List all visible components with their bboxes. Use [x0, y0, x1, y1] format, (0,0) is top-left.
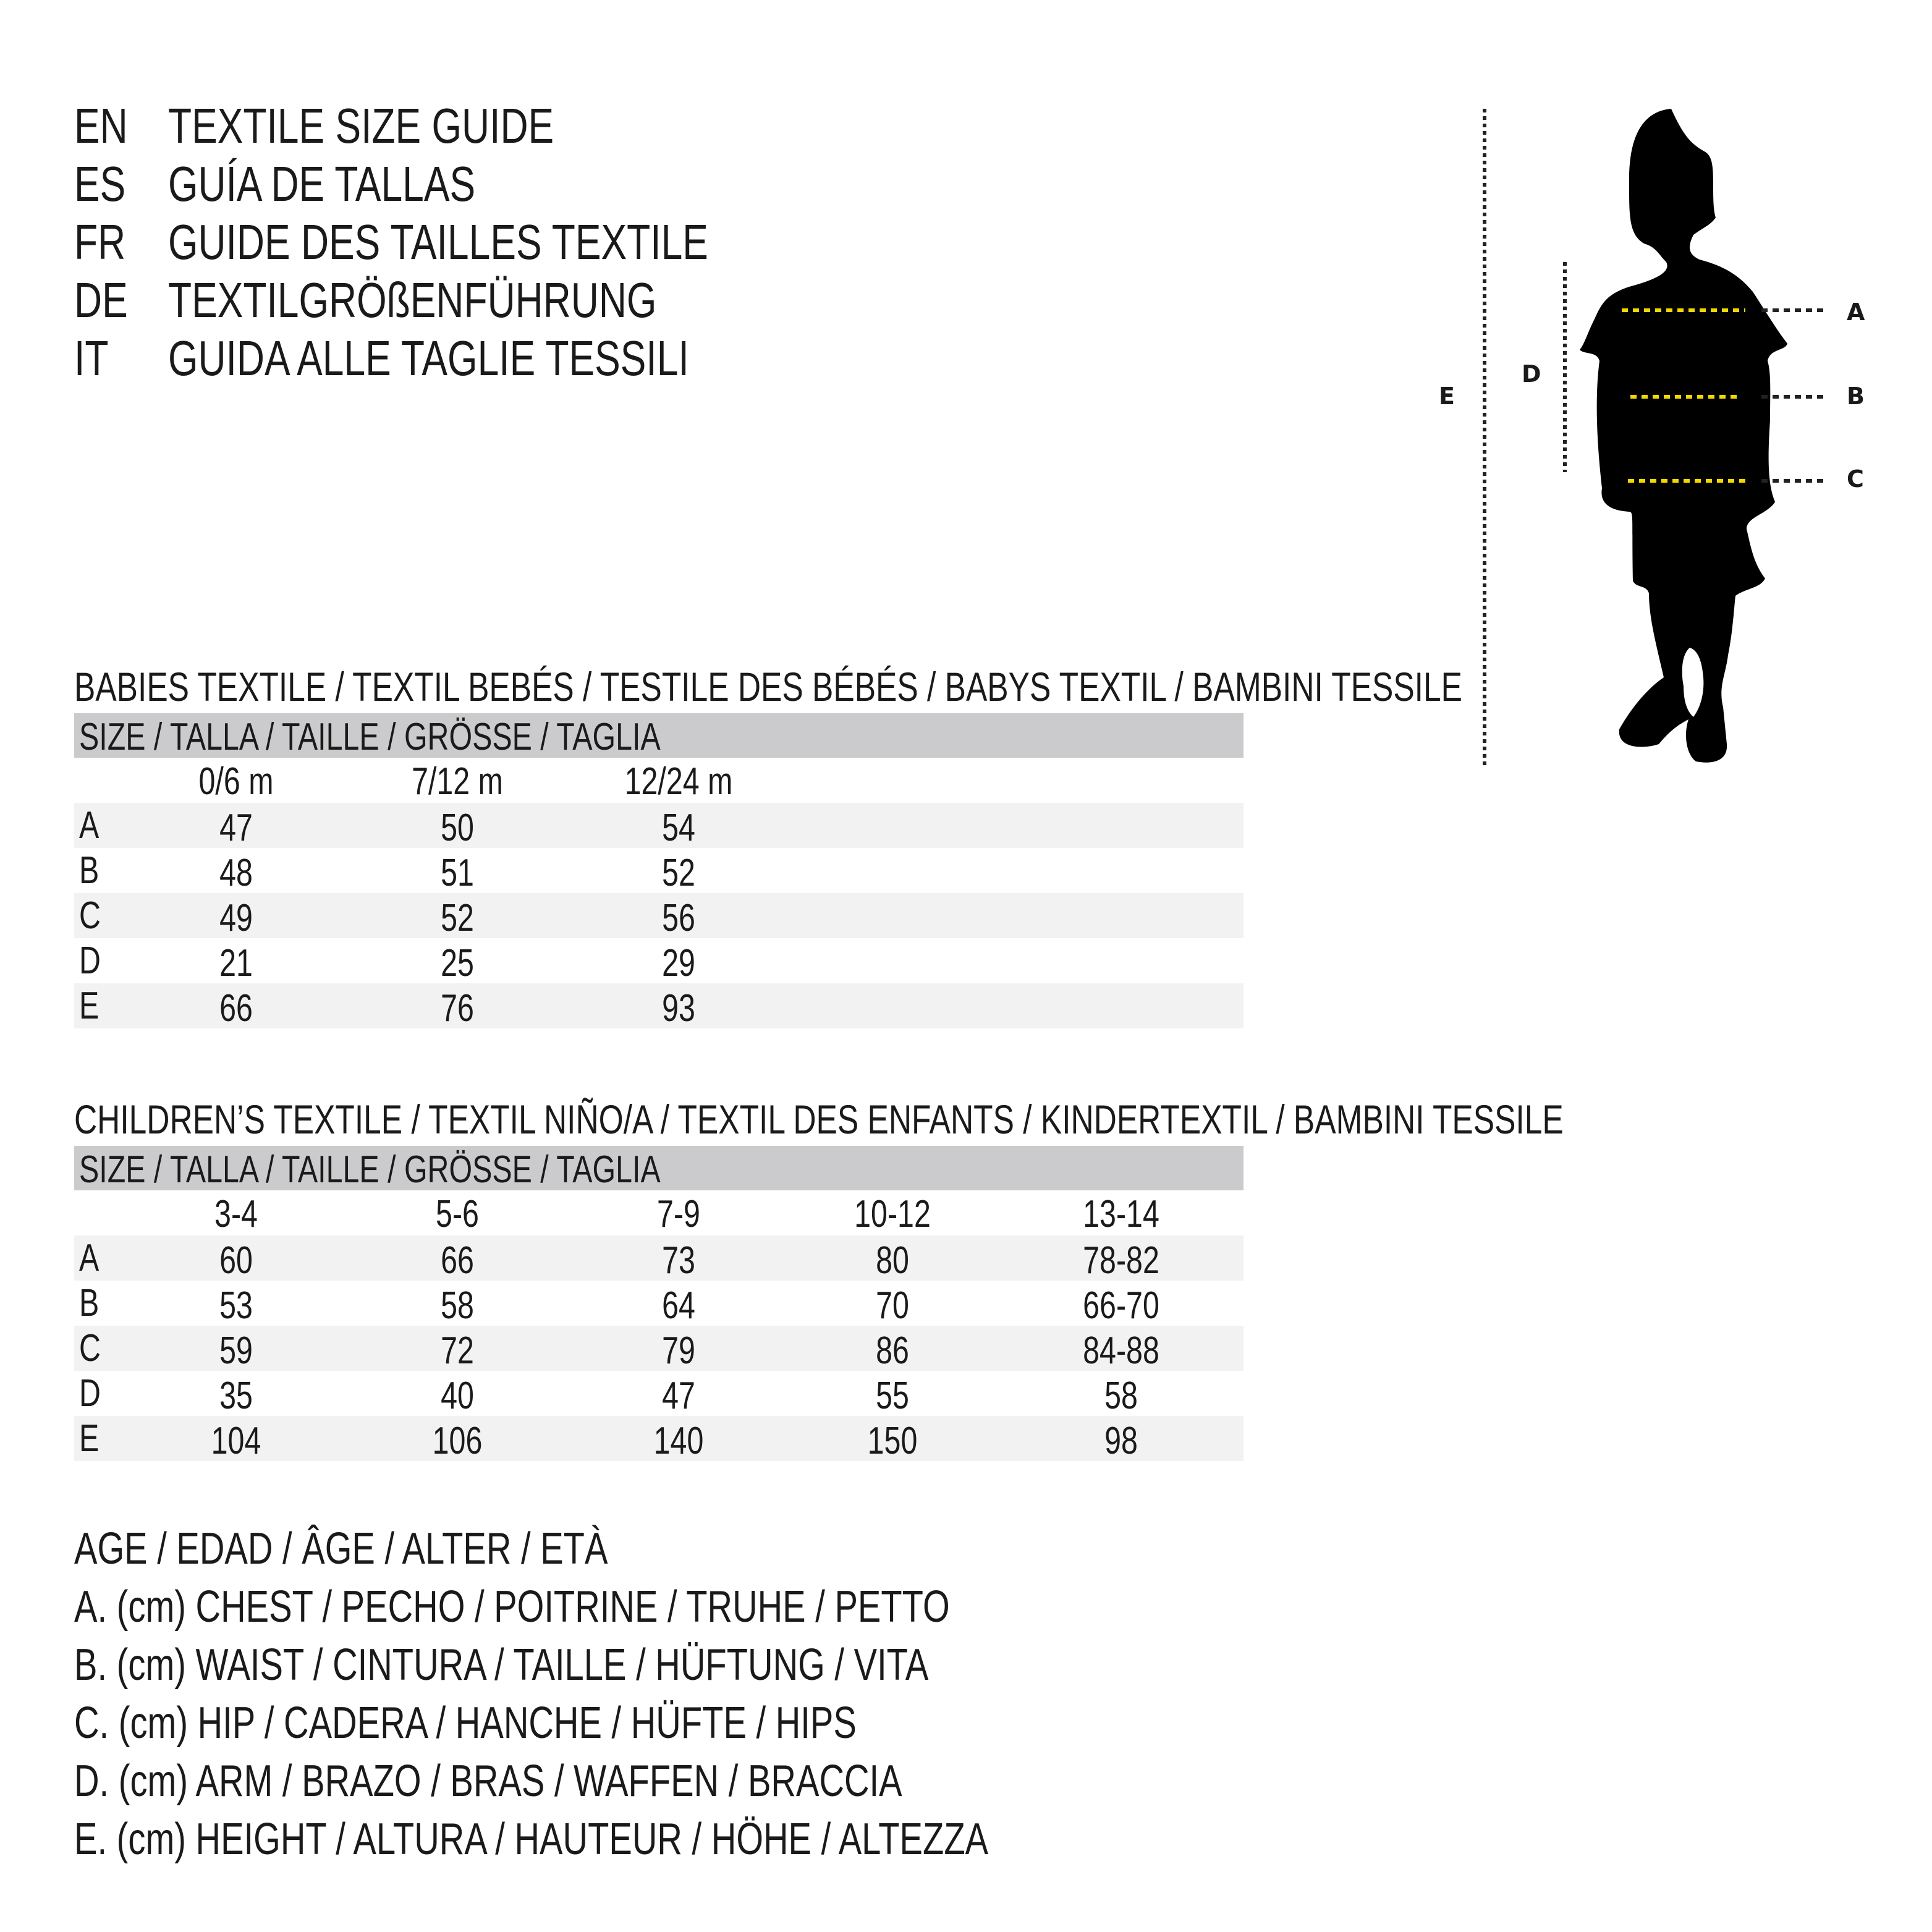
children-cell: 140 [653, 1420, 704, 1462]
babies-cell: 52 [441, 897, 474, 939]
children-cell: 80 [876, 1239, 909, 1282]
babies-cell: 50 [441, 807, 474, 849]
children-row-label: C [79, 1327, 101, 1370]
children-cell: 98 [1104, 1420, 1138, 1462]
figure-label-e: E [1439, 383, 1455, 410]
babies-cell: 25 [441, 942, 474, 985]
babies-heading: BABIES TEXTILE / TEXTIL BEBÉS / TESTILE … [74, 664, 1462, 710]
children-cell: 79 [662, 1329, 695, 1372]
children-row-band [74, 1416, 1244, 1461]
title-text: GUÍA DE TALLAS [168, 156, 476, 211]
child-silhouette-icon [1580, 109, 1787, 763]
babies-cell: 29 [662, 942, 695, 985]
legend-line: A. (cm) CHEST / PECHO / POITRINE / TRUHE… [74, 1582, 950, 1632]
figure-label-c: C [1847, 465, 1864, 493]
children-cell: 86 [876, 1329, 909, 1372]
babies-size-header-band [74, 713, 1244, 758]
children-row-band [74, 1326, 1244, 1371]
legend-line: D. (cm) ARM / BRAZO / BRAS / WAFFEN / BR… [74, 1756, 902, 1806]
language-code: FR [74, 214, 126, 269]
children-row-band [74, 1235, 1244, 1281]
children-heading: CHILDREN’S TEXTILE / TEXTIL NIÑO/A / TEX… [74, 1096, 1564, 1142]
language-code: ES [74, 156, 126, 211]
children-cell: 150 [867, 1420, 918, 1462]
title-text: GUIDA ALLE TAGLIE TESSILI [168, 331, 689, 386]
children-column-header: 7-9 [657, 1193, 700, 1235]
babies-row-label: D [79, 939, 101, 982]
babies-column-header: 7/12 m [412, 760, 503, 803]
children-size-header-band [74, 1146, 1244, 1190]
children-cell: 78-82 [1083, 1239, 1159, 1282]
figure-label-b: B [1847, 383, 1865, 410]
babies-cell: 54 [662, 807, 695, 849]
children-cell: 55 [876, 1375, 909, 1417]
children-size-header: SIZE / TALLA / TAILLE / GRÖSSE / TAGLIA [79, 1148, 661, 1191]
babies-column-header: 12/24 m [624, 760, 733, 803]
children-cell: 66 [441, 1239, 474, 1282]
legend-line: B. (cm) WAIST / CINTURA / TAILLE / HÜFTU… [74, 1640, 929, 1690]
babies-cell: 93 [662, 987, 695, 1030]
babies-row-band [74, 803, 1244, 848]
babies-cell: 49 [219, 897, 253, 939]
title-text: GUIDE DES TAILLES TEXTILE [168, 214, 708, 269]
children-cell: 106 [432, 1420, 483, 1462]
babies-row-band [74, 983, 1244, 1028]
babies-cell: 52 [662, 852, 695, 894]
children-cell: 58 [441, 1284, 474, 1327]
children-row-label: E [79, 1417, 100, 1460]
children-cell: 72 [441, 1329, 474, 1372]
figure-label-d: D [1522, 360, 1541, 388]
children-cell: 40 [441, 1375, 474, 1417]
children-cell: 66-70 [1083, 1284, 1159, 1327]
children-column-header: 3-4 [214, 1193, 258, 1235]
babies-cell: 21 [219, 942, 253, 985]
children-cell: 84-88 [1083, 1329, 1159, 1372]
language-code: DE [74, 273, 128, 328]
babies-row-label: E [79, 985, 100, 1027]
legend-line: C. (cm) HIP / CADERA / HANCHE / HÜFTE / … [74, 1698, 857, 1748]
babies-cell: 66 [219, 987, 253, 1030]
title-text: TEXTILGRÖßENFÜHRUNG [168, 273, 657, 328]
children-cell: 73 [662, 1239, 695, 1282]
babies-size-header: SIZE / TALLA / TAILLE / GRÖSSE / TAGLIA [79, 716, 661, 758]
figure-label-a: A [1847, 299, 1865, 326]
babies-cell: 56 [662, 897, 695, 939]
children-column-header: 10-12 [854, 1193, 931, 1235]
babies-cell: 48 [219, 852, 253, 894]
children-cell: 53 [219, 1284, 253, 1327]
babies-cell: 76 [441, 987, 474, 1030]
children-column-header: 13-14 [1083, 1193, 1159, 1235]
babies-row-label: B [79, 849, 100, 892]
children-cell: 35 [219, 1375, 253, 1417]
children-cell: 60 [219, 1239, 253, 1282]
title-text: TEXTILE SIZE GUIDE [168, 98, 554, 153]
children-row-label: D [79, 1372, 101, 1415]
children-row-label: A [79, 1237, 100, 1279]
babies-row-label: A [79, 804, 100, 847]
language-code: IT [74, 331, 109, 386]
legend-line: AGE / EDAD / ÂGE / ALTER / ETÀ [74, 1524, 608, 1574]
children-cell: 47 [662, 1375, 695, 1417]
legend-line: E. (cm) HEIGHT / ALTURA / HAUTEUR / HÖHE… [74, 1815, 989, 1864]
babies-row-band [74, 893, 1244, 938]
babies-column-header: 0/6 m [198, 760, 274, 803]
children-cell: 104 [211, 1420, 261, 1462]
children-cell: 58 [1104, 1375, 1138, 1417]
children-cell: 70 [876, 1284, 909, 1327]
babies-cell: 47 [219, 807, 253, 849]
children-row-label: B [79, 1282, 100, 1324]
children-cell: 59 [219, 1329, 253, 1372]
babies-row-label: C [79, 894, 101, 937]
language-code: EN [74, 98, 128, 153]
children-column-header: 5-6 [436, 1193, 479, 1235]
children-cell: 64 [662, 1284, 695, 1327]
babies-cell: 51 [441, 852, 474, 894]
